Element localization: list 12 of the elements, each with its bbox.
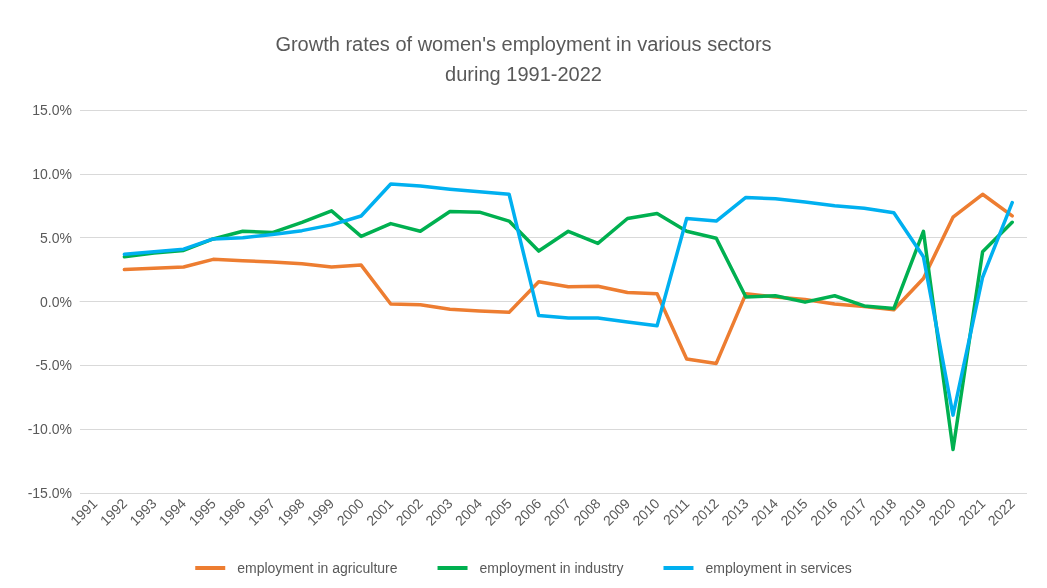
legend-label: employment in industry xyxy=(479,560,624,576)
chart-title: Growth rates of women's employment in various sectors during 1991-2022 xyxy=(275,33,772,85)
y-tick-label: 0.0% xyxy=(40,293,72,310)
y-tick-label: -15.0% xyxy=(27,485,72,501)
y-tick-label: 10.0% xyxy=(32,165,72,182)
legend-label: employment in agriculture xyxy=(237,560,398,576)
y-tick-label: 15.0% xyxy=(32,102,72,118)
y-tick-label: -5.0% xyxy=(35,357,72,374)
line-series xyxy=(122,182,1014,417)
y-tick-label: 5.0% xyxy=(40,229,72,246)
legend-label: employment in services xyxy=(705,560,852,576)
y-tick-label: -10.0% xyxy=(27,421,72,438)
